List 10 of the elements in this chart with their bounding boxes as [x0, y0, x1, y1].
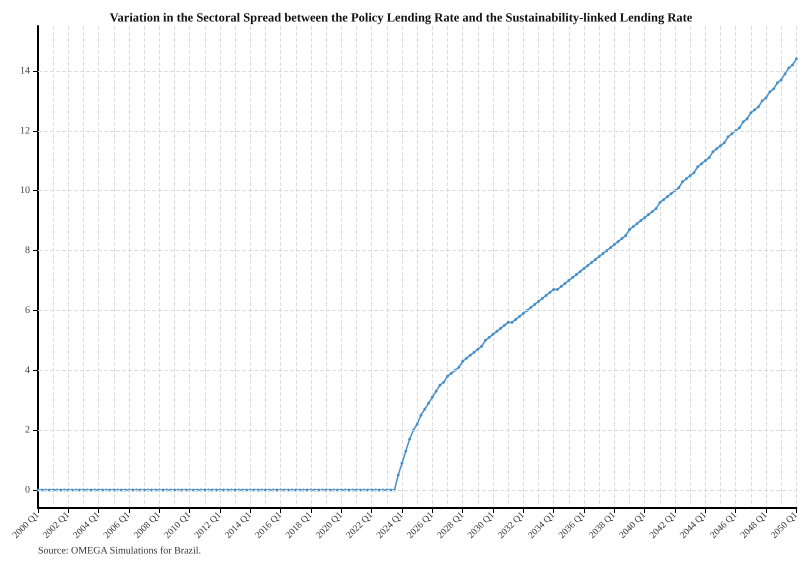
y-tick-label: 0: [25, 484, 30, 496]
chart-title: Variation in the Sectoral Spread between the Policy Lending Rate and the Sustainability-linked Lending Rate: [110, 10, 693, 24]
y-tick-label: 14: [20, 65, 30, 76]
y-tick-label: 4: [25, 364, 30, 376]
y-tick-label: 8: [25, 245, 30, 256]
y-tick-label: 2: [25, 424, 30, 436]
source-note: Source: OMEGA Simulations for Brazil.: [38, 546, 202, 556]
y-tick-label: 6: [25, 304, 30, 316]
y-tick-label: 12: [20, 125, 30, 136]
y-tick-label: 10: [20, 185, 30, 196]
